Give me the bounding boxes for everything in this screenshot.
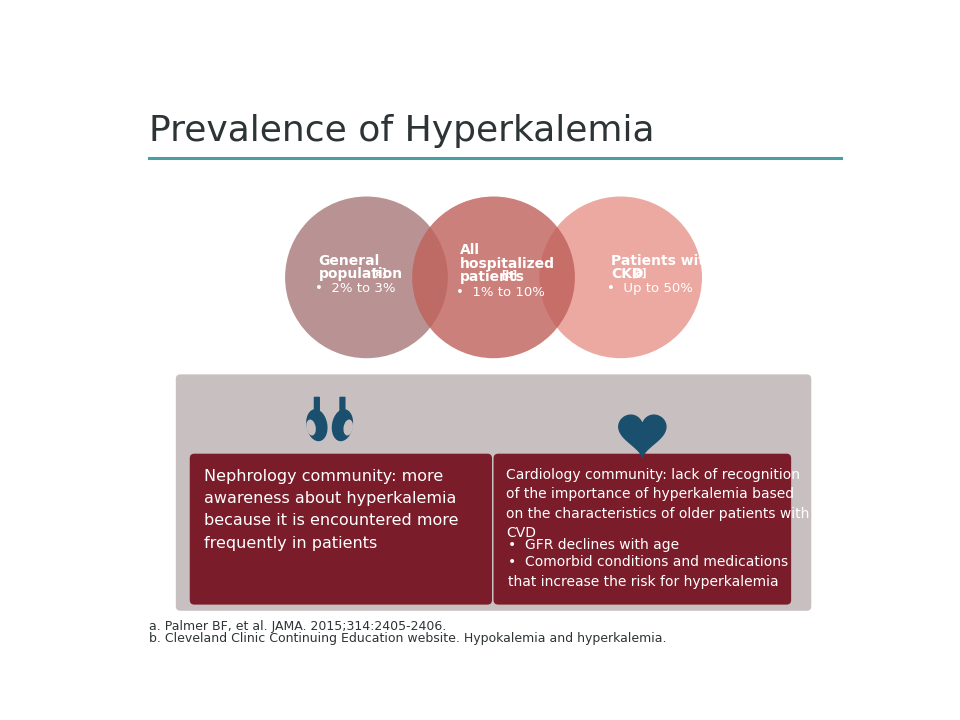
Text: •  Comorbid conditions and medications
that increase the risk for hyperkalemia: • Comorbid conditions and medications th…	[508, 555, 787, 589]
FancyBboxPatch shape	[194, 385, 488, 459]
Text: General: General	[319, 254, 379, 269]
Text: Nephrology community: more
awareness about hyperkalemia
because it is encountere: Nephrology community: more awareness abo…	[204, 469, 458, 551]
Text: Patients with: Patients with	[612, 254, 715, 269]
Text: CKD: CKD	[612, 267, 644, 282]
FancyBboxPatch shape	[176, 374, 811, 611]
Text: •  GFR declines with age: • GFR declines with age	[508, 539, 679, 552]
Ellipse shape	[332, 409, 353, 441]
Text: a. Palmer BF, et al. JAMA. 2015;314:2405-2406.: a. Palmer BF, et al. JAMA. 2015;314:2405…	[150, 620, 446, 633]
Text: Cardiology community: lack of recognition
of the importance of hyperkalemia base: Cardiology community: lack of recognitio…	[506, 467, 809, 540]
Ellipse shape	[344, 420, 353, 436]
Text: [a]: [a]	[632, 267, 647, 278]
Text: •  2% to 3%: • 2% to 3%	[315, 282, 395, 295]
Text: [b]: [b]	[501, 270, 517, 280]
Text: •  Up to 50%: • Up to 50%	[608, 282, 693, 295]
FancyBboxPatch shape	[498, 385, 786, 459]
Text: •  1% to 10%: • 1% to 10%	[456, 286, 544, 299]
Ellipse shape	[306, 420, 316, 436]
Text: All: All	[460, 243, 479, 258]
FancyBboxPatch shape	[190, 454, 492, 605]
FancyBboxPatch shape	[314, 397, 320, 412]
Text: population: population	[319, 267, 402, 282]
FancyBboxPatch shape	[339, 397, 346, 412]
Text: [a]: [a]	[372, 267, 387, 278]
Text: hospitalized: hospitalized	[460, 256, 555, 271]
Circle shape	[540, 197, 702, 359]
Circle shape	[285, 197, 447, 359]
Circle shape	[412, 197, 575, 359]
FancyBboxPatch shape	[493, 454, 791, 605]
Ellipse shape	[306, 409, 327, 441]
Text: patients: patients	[460, 270, 524, 284]
Text: Prevalence of Hyperkalemia: Prevalence of Hyperkalemia	[150, 114, 655, 148]
Text: b. Cleveland Clinic Continuing Education website. Hypokalemia and hyperkalemia.: b. Cleveland Clinic Continuing Education…	[150, 632, 667, 645]
Polygon shape	[619, 415, 666, 457]
